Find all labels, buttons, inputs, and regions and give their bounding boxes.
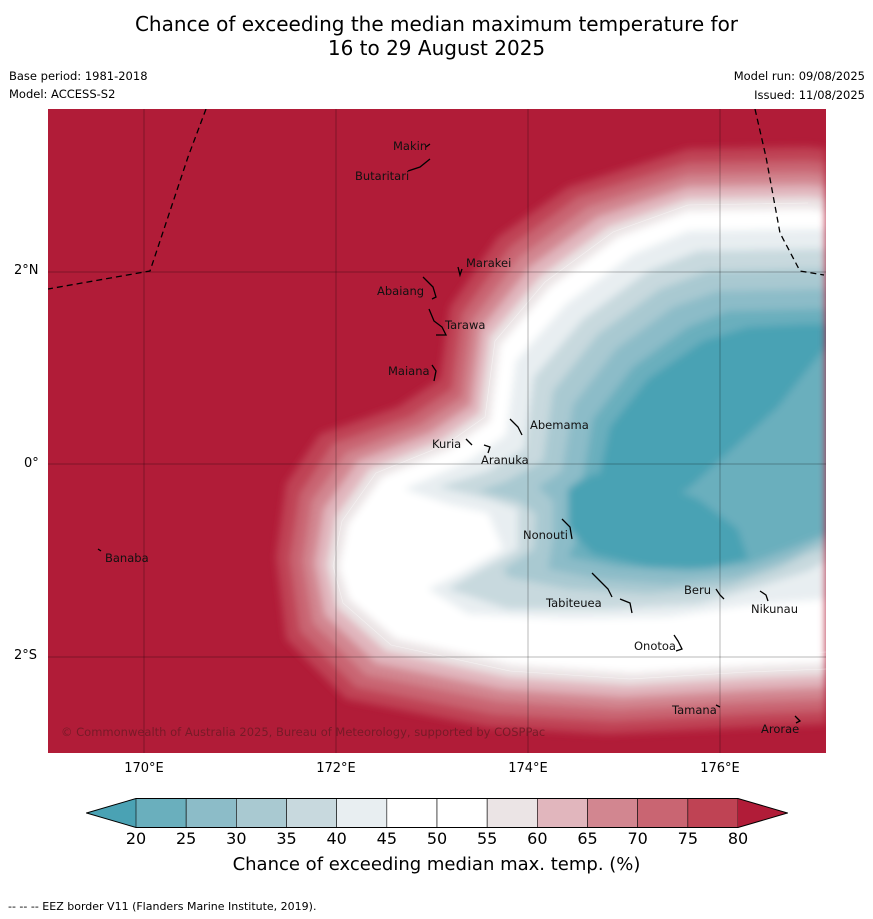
eez-border <box>48 109 825 290</box>
title-line-1: Chance of exceeding the median maximum t… <box>134 12 739 36</box>
colorbar-cell <box>135 798 187 828</box>
colorbar-cell <box>637 798 689 828</box>
contour-lines <box>332 202 826 680</box>
lon-label-176e: 176°E <box>700 761 740 776</box>
colorbar-tick-label: 35 <box>276 829 297 848</box>
model-name: Model: ACCESS-S2 <box>9 87 116 101</box>
colorbar-tick-label: 20 <box>125 829 147 848</box>
colorbar-tick-label: 70 <box>627 829 648 848</box>
place-label-makin: Makin <box>393 139 428 153</box>
place-label-kuria: Kuria <box>432 437 462 451</box>
lat-label-2s: 2°S <box>14 648 38 663</box>
place-label-nikunau: Nikunau <box>751 602 799 616</box>
colorbar-cell <box>687 798 739 828</box>
graticule <box>48 109 826 753</box>
colorbar-tick-label: 45 <box>376 829 398 848</box>
place-label-maiana: Maiana <box>388 364 430 378</box>
colorbar-cell <box>286 798 337 828</box>
colorbar-cell <box>486 798 538 828</box>
colorbar-tick-label: 55 <box>476 829 498 848</box>
place-label-tabiteuea: Tabiteuea <box>546 596 602 610</box>
lon-label-170e: 170°E <box>124 761 164 776</box>
colorbar-cell <box>236 798 287 828</box>
colorbar-cell <box>336 798 388 828</box>
colorbar-cell <box>185 798 237 828</box>
place-label-marakei: Marakei <box>466 256 512 270</box>
eez-footnote: -- -- -- EEZ border V11 (Flanders Marine… <box>8 900 317 913</box>
colorbar-outline <box>86 798 788 828</box>
lat-label-2n: 2°N <box>14 263 39 278</box>
lon-label-174e: 174°E <box>508 761 548 776</box>
lat-label-equator: 0° <box>24 456 39 471</box>
probability-map: Makin Butaritari Marakei Abaiang Tarawa … <box>48 109 826 753</box>
place-label-beru: Beru <box>684 583 711 597</box>
map-canvas <box>48 109 826 753</box>
colorbar-tick-label: 40 <box>326 829 347 848</box>
place-label-abaiang: Abaiang <box>377 284 425 298</box>
colorbar-cells <box>86 798 788 828</box>
colorbar-cell <box>436 798 488 828</box>
place-label-aranuka: Aranuka <box>481 453 529 467</box>
place-label-tarawa: Tarawa <box>445 318 486 332</box>
colorbar-tick-label: 30 <box>226 829 247 848</box>
place-label-banaba: Banaba <box>105 551 149 565</box>
colorbar-cell <box>587 798 638 828</box>
colorbar-extension-high <box>738 798 788 828</box>
place-label-tamana: Tamana <box>672 703 717 717</box>
colorbar-tick-label: 80 <box>727 829 749 848</box>
place-label-nonouti: Nonouti <box>523 528 568 542</box>
colorbar-tick-label: 65 <box>577 829 598 848</box>
base-period: Base period: 1981-2018 <box>9 69 148 83</box>
place-label-butaritari: Butaritari <box>355 169 410 183</box>
place-label-arorae: Arorae <box>761 722 800 736</box>
probability-contours <box>276 147 826 734</box>
issued-date: Issued: 11/08/2025 <box>754 88 865 102</box>
colorbar <box>86 798 788 828</box>
colorbar-tick-label: 60 <box>527 829 548 848</box>
model-run-date: Model run: 09/08/2025 <box>733 69 865 83</box>
colorbar-tick-label: 25 <box>175 829 197 848</box>
place-label-onotoa: Onotoa <box>634 639 676 653</box>
island-outlines <box>97 143 802 724</box>
colorbar-tick-label: 75 <box>677 829 699 848</box>
colorbar-cell <box>386 798 438 828</box>
copyright-notice: © Commonwealth of Australia 2025, Bureau… <box>61 725 546 739</box>
colorbar-tick-label: 50 <box>426 829 448 848</box>
colorbar-cell <box>537 798 588 828</box>
colorbar-extension-low <box>86 798 136 828</box>
place-label-abemama: Abemama <box>530 418 589 432</box>
lon-label-172e: 172°E <box>316 761 356 776</box>
colorbar-label: Chance of exceeding median max. temp. (%… <box>232 854 641 875</box>
map-title: Chance of exceeding the median maximum t… <box>0 12 873 60</box>
title-line-2: 16 to 29 August 2025 <box>327 36 546 60</box>
